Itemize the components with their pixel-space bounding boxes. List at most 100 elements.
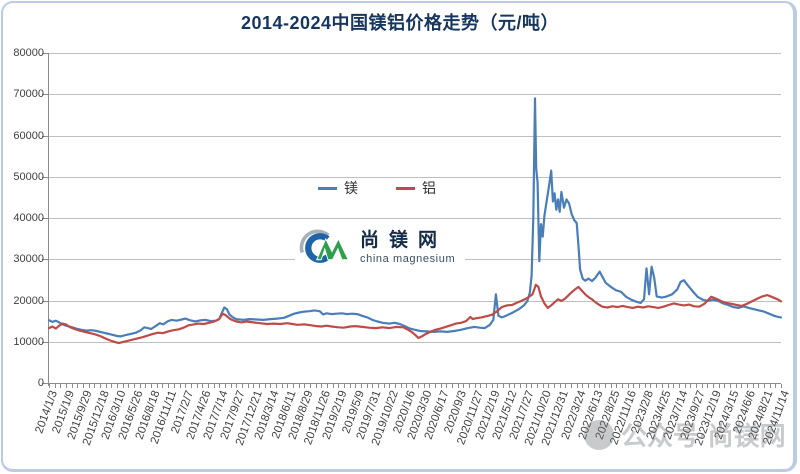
x-axis-tick (224, 384, 226, 388)
x-axis-tick (775, 384, 777, 388)
x-axis-tick (678, 384, 680, 388)
x-axis-tick (54, 384, 56, 388)
x-axis-tick (298, 384, 300, 388)
x-axis-tick (88, 384, 90, 388)
y-axis-tick-label: 60000 (13, 129, 44, 142)
x-axis-tick (514, 384, 516, 388)
x-axis-tick (684, 384, 686, 388)
x-axis-tick (548, 384, 550, 388)
x-axis-tick (605, 384, 607, 388)
x-axis-tick (588, 384, 590, 388)
x-axis-tick (241, 384, 243, 388)
x-axis-tick (293, 384, 294, 388)
x-axis-tick (656, 384, 658, 388)
x-axis-tick (361, 384, 363, 388)
x-axis-tick (139, 384, 141, 388)
x-axis-tick (491, 384, 493, 388)
y-axis-tick (42, 94, 49, 95)
brand-text: 尚镁网 china magnesium (360, 231, 456, 266)
x-axis-tick (695, 384, 697, 388)
legend-item-aluminum: 铝 (396, 178, 436, 198)
x-axis-tick (66, 384, 68, 388)
x-axis-tick (406, 384, 408, 388)
x-axis-tick (480, 384, 482, 388)
x-axis-tick (622, 384, 624, 388)
y-axis-tick-label: 80000 (13, 47, 44, 59)
x-axis-tick (616, 384, 618, 388)
x-axis-tick (173, 384, 175, 388)
x-axis-tick (275, 384, 277, 388)
x-axis-tick (71, 384, 73, 388)
y-axis-tick (42, 301, 49, 302)
cm-logo-icon (299, 229, 350, 263)
y-axis-tick (42, 53, 49, 54)
watermark: 公众号·尚镁网 (584, 416, 786, 453)
x-axis-tick (781, 384, 782, 388)
y-axis-tick-label: 0 (37, 377, 44, 389)
x-axis-tick (366, 384, 368, 388)
magnesium-line-swatch (318, 186, 337, 190)
x-axis-tick (213, 384, 215, 388)
x-axis-tick (644, 384, 646, 388)
x-axis-tick (383, 384, 385, 388)
x-axis-tick (701, 384, 703, 388)
legend-label-aluminum: 铝 (422, 180, 436, 196)
x-axis-tick (752, 384, 754, 388)
x-axis-tick (247, 384, 249, 388)
gridline (49, 301, 781, 302)
x-axis-tick (134, 384, 136, 388)
y-axis-tick (42, 136, 49, 137)
x-axis-tick (497, 384, 499, 388)
series-line-magnesium (47, 97, 783, 338)
y-axis-tick-label: 40000 (13, 212, 44, 224)
x-axis-tick (145, 384, 147, 388)
y-axis-tick (42, 383, 49, 384)
x-axis-tick (389, 384, 391, 388)
x-axis-tick (372, 384, 374, 388)
y-axis-tick-label: 10000 (13, 335, 44, 348)
x-axis-tick (593, 384, 595, 388)
x-axis-tick (219, 384, 221, 388)
x-axis-tick (270, 384, 272, 388)
x-axis-tick (236, 384, 238, 388)
series-line-aluminum (47, 283, 783, 345)
x-axis-tick (83, 384, 85, 388)
x-axis-tick (667, 384, 669, 388)
x-axis-tick (310, 384, 312, 388)
x-axis-tick (610, 384, 612, 388)
legend-label-magnesium: 镁 (344, 180, 358, 196)
y-axis-tick (42, 177, 49, 178)
gridline (49, 136, 781, 137)
x-axis-tick (378, 384, 380, 388)
x-axis-tick (207, 384, 209, 388)
gridline (49, 94, 781, 95)
watermark-text: 公众号·尚镁网 (621, 421, 786, 451)
x-axis-tick (554, 384, 556, 388)
wechat-account-icon (584, 419, 614, 450)
x-axis-tick (582, 384, 584, 388)
x-axis-tick (168, 384, 170, 388)
x-axis-tick (304, 384, 306, 388)
x-axis-tick (395, 384, 397, 388)
x-axis-tick (281, 384, 283, 388)
x-axis-tick (117, 384, 119, 388)
x-axis-tick (122, 384, 124, 388)
x-axis-tick (258, 384, 260, 388)
x-axis-tick (690, 384, 692, 388)
x-axis-tick (639, 384, 641, 388)
x-axis-tick (230, 384, 232, 388)
legend-item-magnesium: 镁 (318, 178, 358, 198)
series-lines (47, 97, 783, 345)
x-axis-tick (485, 384, 487, 388)
gridline (49, 218, 781, 219)
x-axis-tick (769, 384, 771, 388)
y-axis-labels: 80000 70000 60000 50000 40000 30000 20000 10000… (0, 47, 44, 389)
x-axis-tick (332, 384, 334, 388)
brand-name-latin: china magnesium (360, 253, 456, 265)
x-axis-tick (627, 384, 629, 388)
x-axis-tick (571, 384, 573, 388)
y-axis-line (48, 53, 49, 387)
gridline (49, 53, 781, 54)
y-axis-tick (42, 218, 49, 219)
